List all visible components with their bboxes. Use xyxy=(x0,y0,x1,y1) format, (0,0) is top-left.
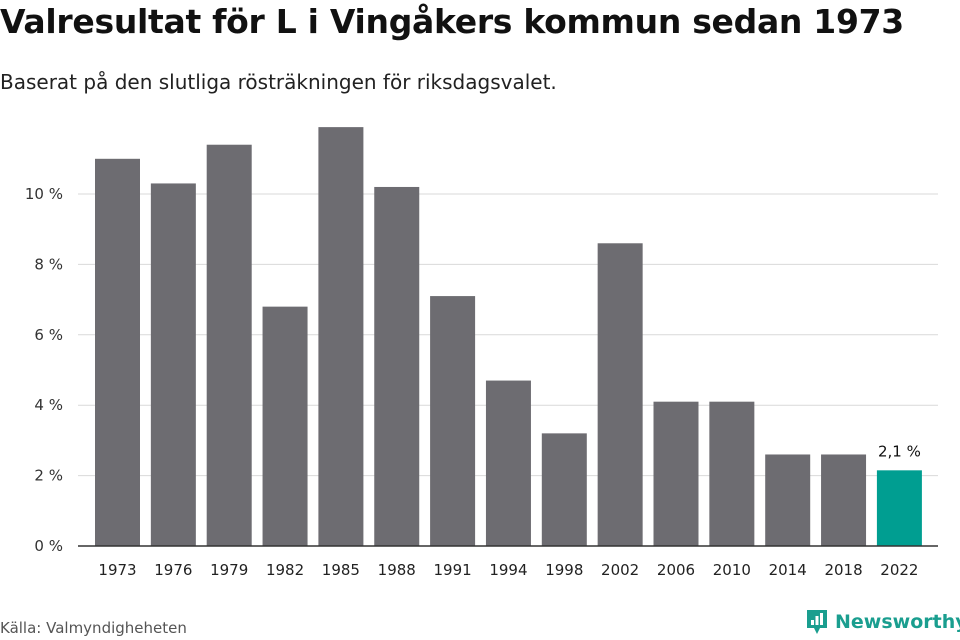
bar-1991 xyxy=(430,296,476,546)
bar-1985 xyxy=(318,127,364,547)
data-label-2022: 2,1 % xyxy=(878,442,921,460)
chart-subtitle: Baserat på den slutliga rösträkningen fö… xyxy=(0,70,557,94)
bar-1976 xyxy=(150,183,196,546)
x-tick-label: 1994 xyxy=(489,561,527,579)
brand: Newsworthy xyxy=(805,608,960,636)
x-tick-label: 2010 xyxy=(713,561,751,579)
chart-title: Valresultat för L i Vingåkers kommun sed… xyxy=(0,2,904,41)
x-tick-label: 1976 xyxy=(154,561,192,579)
y-tick-label: 6 % xyxy=(34,326,63,344)
bar-1998 xyxy=(541,433,587,546)
x-tick-label: 1991 xyxy=(434,561,472,579)
bar-2002 xyxy=(597,243,643,546)
x-axis-labels: 1973 1976 1979 1982 1985 1988 1991 1994 1998 2002… xyxy=(98,561,918,579)
bar-1988 xyxy=(374,186,420,546)
x-tick-label: 1982 xyxy=(266,561,304,579)
source-note: Källa: Valmyndigheheten xyxy=(0,619,187,637)
x-tick-label: 2014 xyxy=(769,561,807,579)
brand-name: Newsworthy xyxy=(835,611,960,633)
newsworthy-logo-icon xyxy=(807,610,827,634)
bar-1979 xyxy=(206,144,252,546)
data-labels: 2,1 % xyxy=(878,442,921,460)
x-tick-label: 1985 xyxy=(322,561,360,579)
x-tick-label: 1979 xyxy=(210,561,248,579)
x-tick-label: 1988 xyxy=(378,561,416,579)
bar-2022 xyxy=(876,470,922,546)
y-tick-label: 0 % xyxy=(34,537,63,555)
x-tick-label: 2022 xyxy=(880,561,918,579)
bar-1973 xyxy=(95,158,140,547)
bar-2014 xyxy=(765,454,811,546)
y-tick-label: 4 % xyxy=(34,396,63,414)
bar-1994 xyxy=(485,380,531,546)
bar-chart: 0 % 2 % 4 % 6 % 8 % 10 % 1973 1976 1979 1982 1985… xyxy=(25,127,938,579)
bar-2006 xyxy=(653,401,699,546)
x-tick-label: 1973 xyxy=(98,561,136,579)
bar-1982 xyxy=(262,306,308,546)
y-tick-label: 10 % xyxy=(25,185,63,203)
bar-2010 xyxy=(709,401,755,546)
x-tick-label: 2006 xyxy=(657,561,695,579)
x-tick-label: 1998 xyxy=(545,561,583,579)
y-tick-label: 8 % xyxy=(34,255,63,273)
bars xyxy=(95,127,922,547)
x-tick-label: 2018 xyxy=(824,561,862,579)
bar-2018 xyxy=(821,454,867,546)
x-tick-label: 2002 xyxy=(601,561,639,579)
y-axis-ticks: 0 % 2 % 4 % 6 % 8 % 10 % xyxy=(25,185,63,555)
y-tick-label: 2 % xyxy=(34,467,63,485)
